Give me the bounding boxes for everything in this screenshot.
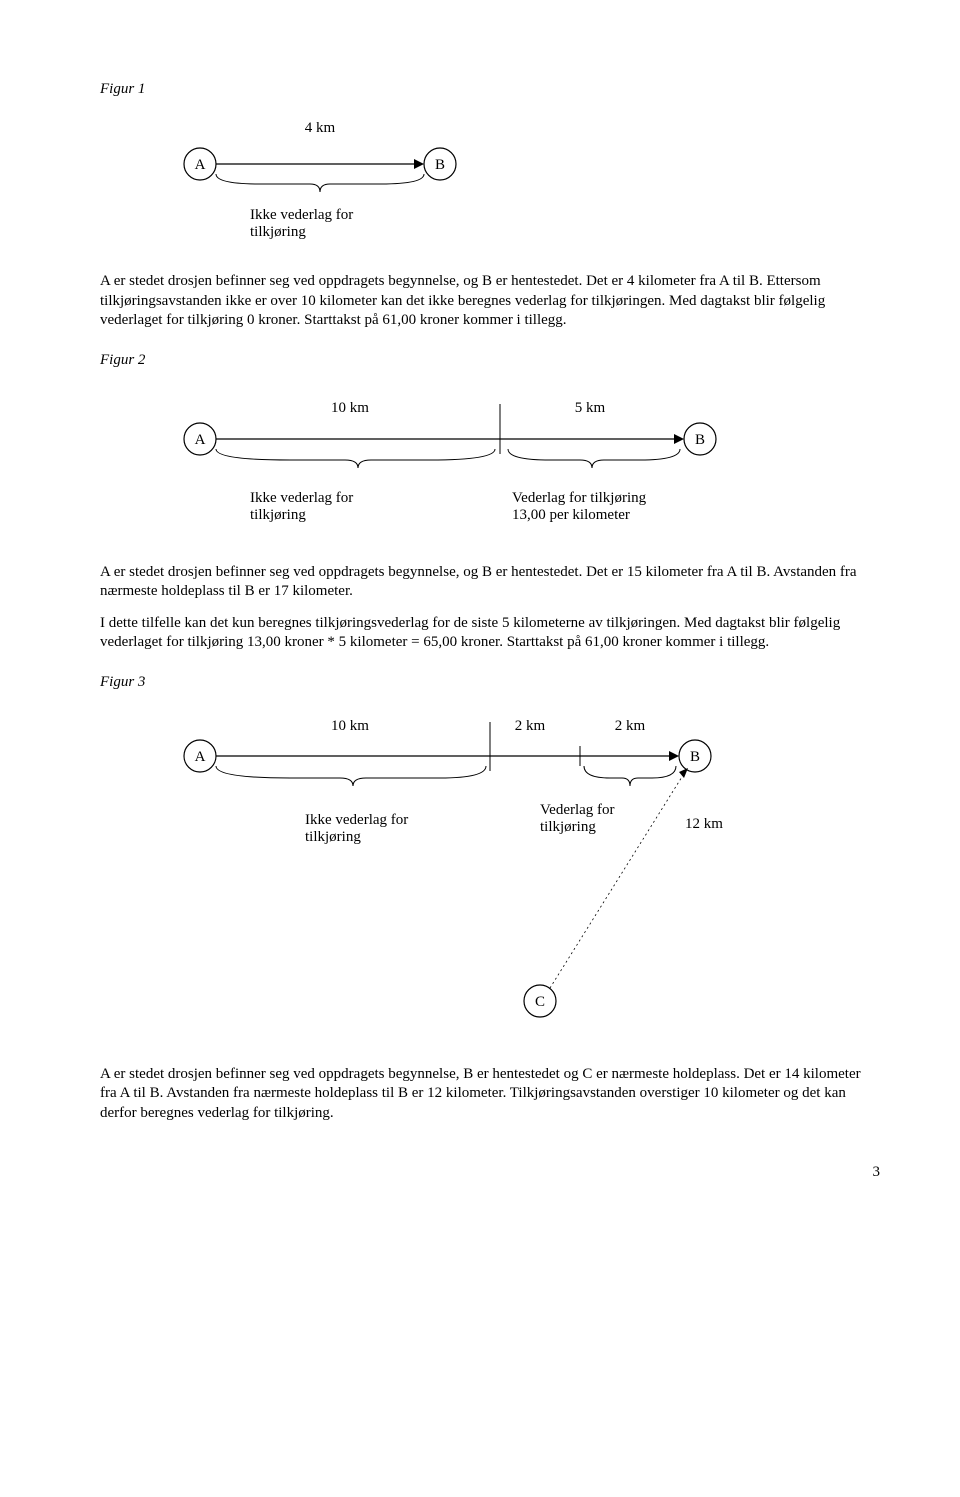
fig3-cap-right2: tilkjøring xyxy=(540,819,596,835)
fig3-brace-left xyxy=(216,766,486,786)
fig3-node-a-label: A xyxy=(195,749,206,765)
fig2-paragraph1: A er stedet drosjen befinner seg ved opp… xyxy=(100,563,880,602)
fig3-distc-label: 12 km xyxy=(685,816,723,832)
fig1-node-b-label: B xyxy=(435,157,445,173)
fig3-dist3-label: 2 km xyxy=(615,718,646,734)
figure3-title: Figur 3 xyxy=(100,673,880,693)
fig2-cap-right1: Vederlag for tilkjøring xyxy=(512,490,647,506)
figure1-diagram: 4 km A B Ikke vederlag for tilkjøring xyxy=(140,114,880,261)
fig3-node-b-label: B xyxy=(690,749,700,765)
fig3-dist2-label: 2 km xyxy=(515,718,546,734)
fig3-brace-right xyxy=(584,766,676,786)
fig2-cap-right2: 13,00 per kilometer xyxy=(512,507,630,523)
fig1-arrowhead xyxy=(414,159,424,169)
figure2-title: Figur 2 xyxy=(100,351,880,371)
fig2-dist2-label: 5 km xyxy=(575,400,606,416)
fig2-node-a-label: A xyxy=(195,432,206,448)
page-number: 3 xyxy=(100,1163,880,1183)
fig1-caption-line2: tilkjøring xyxy=(250,224,306,240)
fig3-node-c-label: C xyxy=(535,994,545,1010)
fig1-distance-label: 4 km xyxy=(305,120,336,136)
fig1-brace xyxy=(216,174,424,192)
fig3-paragraph: A er stedet drosjen befinner seg ved opp… xyxy=(100,1065,880,1124)
fig2-brace-right xyxy=(508,449,680,468)
figure2-diagram: 10 km 5 km A B Ikke vederlag for tilkjør… xyxy=(140,384,880,551)
figure1-title: Figur 1 xyxy=(100,80,880,100)
fig2-brace-left xyxy=(216,449,495,468)
fig3-cap-left1: Ikke vederlag for xyxy=(305,812,408,828)
fig1-caption-line1: Ikke vederlag for xyxy=(250,207,353,223)
fig2-node-b-label: B xyxy=(695,432,705,448)
fig2-cap-left2: tilkjøring xyxy=(250,507,306,523)
fig2-arrowhead xyxy=(674,434,684,444)
fig3-dotted-arrowhead xyxy=(679,768,688,778)
fig3-dist1-label: 10 km xyxy=(331,718,369,734)
fig2-paragraph2: I dette tilfelle kan det kun beregnes ti… xyxy=(100,614,880,653)
fig2-cap-left1: Ikke vederlag for xyxy=(250,490,353,506)
fig1-paragraph: A er stedet drosjen befinner seg ved opp… xyxy=(100,272,880,331)
figure3-diagram: 10 km 2 km 2 km A B Ikke vederlag for ti… xyxy=(140,706,880,1053)
fig3-arrowhead xyxy=(669,751,679,761)
fig1-node-a-label: A xyxy=(195,157,206,173)
fig2-dist1-label: 10 km xyxy=(331,400,369,416)
fig3-cap-left2: tilkjøring xyxy=(305,829,361,845)
fig3-cap-right1: Vederlag for xyxy=(540,802,615,818)
